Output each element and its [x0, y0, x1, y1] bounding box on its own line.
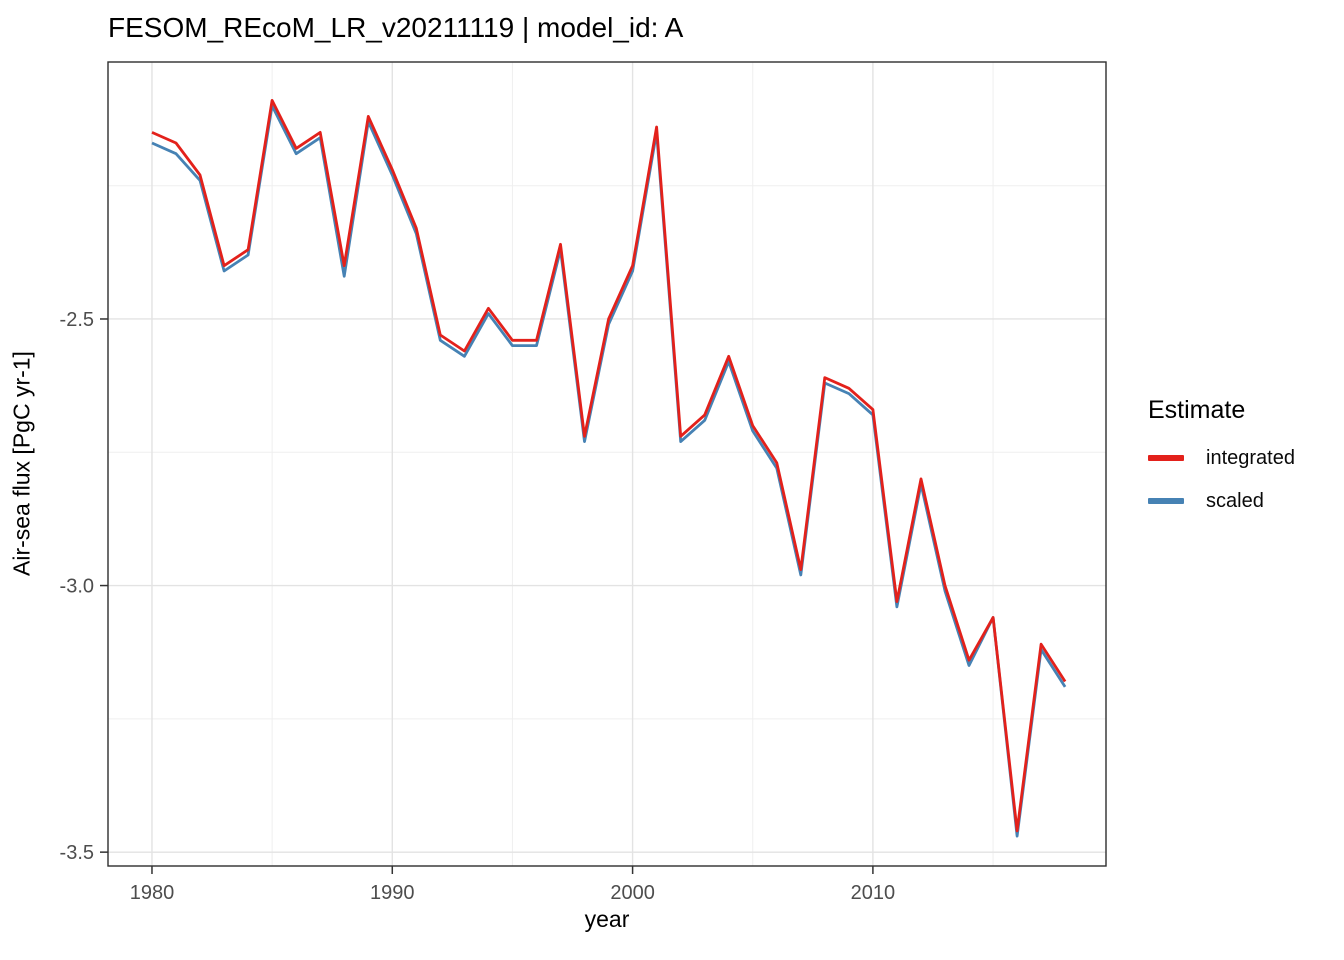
x-tick-label: 1980: [130, 882, 175, 904]
y-tick-label: -3.0: [60, 576, 94, 598]
y-tick-label: -2.5: [60, 309, 94, 331]
y-axis-title: Air-sea flux [PgC yr-1]: [8, 351, 35, 577]
legend-key-line-scaled: [1148, 498, 1184, 504]
x-tick-label: 2000: [610, 882, 655, 904]
legend-label: scaled: [1206, 489, 1264, 512]
y-tick-label: -3.5: [60, 842, 94, 864]
series-line-integrated: [151, 99, 1067, 833]
x-tick-label: 2010: [851, 882, 896, 904]
legend-item-scaled: scaled: [1148, 488, 1295, 514]
legend-key-line-integrated: [1148, 455, 1184, 461]
legend-title: Estimate: [1148, 396, 1246, 424]
x-axis-title: year: [584, 906, 630, 932]
legend: Estimate integrated scaled: [1148, 396, 1295, 531]
legend-item-integrated: integrated: [1148, 445, 1295, 471]
legend-items: integrated scaled: [1148, 445, 1295, 514]
x-tick-label: 1990: [370, 882, 415, 904]
chart-title: FESOM_REcoM_LR_v20211119 | model_id: A: [108, 12, 684, 43]
legend-label: integrated: [1206, 446, 1295, 469]
